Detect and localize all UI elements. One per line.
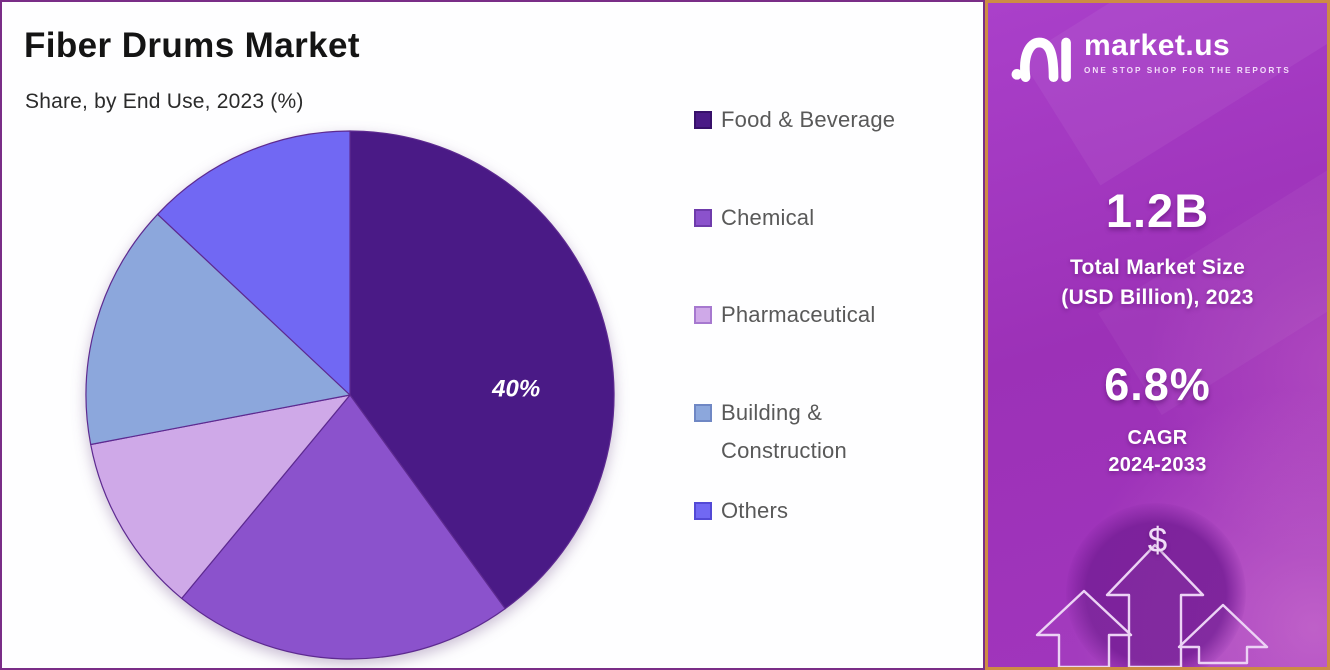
legend-item-pharmaceutical: Pharmaceutical bbox=[694, 296, 875, 334]
legend-item-building-construction: Building & Construction bbox=[694, 394, 889, 470]
chart-title: Fiber Drums Market bbox=[24, 26, 360, 65]
legend-label: Building & Construction bbox=[721, 400, 847, 463]
pie-chart: 40% bbox=[85, 130, 615, 660]
legend-item-others: Others bbox=[694, 492, 788, 530]
legend-label: Others bbox=[721, 498, 789, 523]
brand-text: market.us ONE STOP SHOP FOR THE REPORTS bbox=[1084, 29, 1291, 75]
legend-swatch bbox=[694, 111, 712, 129]
legend-label: Pharmaceutical bbox=[721, 302, 876, 327]
pie-slice-pharmaceutical bbox=[90, 394, 351, 599]
pie-data-label: 40% bbox=[491, 376, 540, 403]
cagr-label-line2: 2024-2033 bbox=[1108, 454, 1207, 476]
legend-swatch bbox=[694, 502, 712, 520]
legend-swatch bbox=[694, 306, 712, 324]
pie-slice-building-construction bbox=[85, 213, 351, 446]
brand-name: market.us bbox=[1084, 29, 1231, 62]
pie-slice-others bbox=[157, 130, 351, 396]
legend-item-food-beverage: Food & Beverage bbox=[694, 101, 895, 139]
dollar-icon: $ bbox=[1147, 521, 1168, 560]
marketus-logo-icon bbox=[1011, 37, 1071, 83]
brand-tagline: ONE STOP SHOP FOR THE REPORTS bbox=[1084, 66, 1291, 75]
brand-panel: market.us ONE STOP SHOP FOR THE REPORTS … bbox=[985, 0, 1330, 670]
legend-swatch bbox=[694, 404, 712, 422]
chart-section: Fiber Drums Market Share, by End Use, 20… bbox=[0, 0, 985, 670]
pie-slice-chemical bbox=[181, 394, 506, 660]
cagr-label-line1: CAGR bbox=[1127, 427, 1188, 449]
legend-label: Chemical bbox=[721, 205, 815, 230]
cagr-label: CAGR 2024-2033 bbox=[988, 425, 1327, 479]
market-size-label-line1: Total Market Size bbox=[1069, 256, 1246, 279]
legend-label: Food & Beverage bbox=[721, 107, 896, 132]
legend-item-chemical: Chemical bbox=[694, 199, 814, 237]
pie-chart-container: 40% bbox=[82, 127, 618, 663]
market-size-value: 1.2B bbox=[1105, 184, 1210, 237]
chart-legend: Food & Beverage Chemical Pharmaceutical Bui… bbox=[694, 2, 979, 670]
pie-slice-food-beverage bbox=[349, 130, 615, 610]
brand-logo: market.us ONE STOP SHOP FOR THE REPORTS bbox=[1010, 29, 1291, 83]
chart-subtitle: Share, by End Use, 2023 (%) bbox=[25, 90, 304, 113]
cagr-value: 6.8% bbox=[1104, 359, 1211, 410]
market-size-label-line2: (USD Billion), 2023 bbox=[1061, 286, 1254, 309]
legend-swatch bbox=[694, 209, 712, 227]
market-size-label: Total Market Size (USD Billion), 2023 bbox=[988, 253, 1327, 313]
decorative-band bbox=[1020, 3, 1327, 186]
